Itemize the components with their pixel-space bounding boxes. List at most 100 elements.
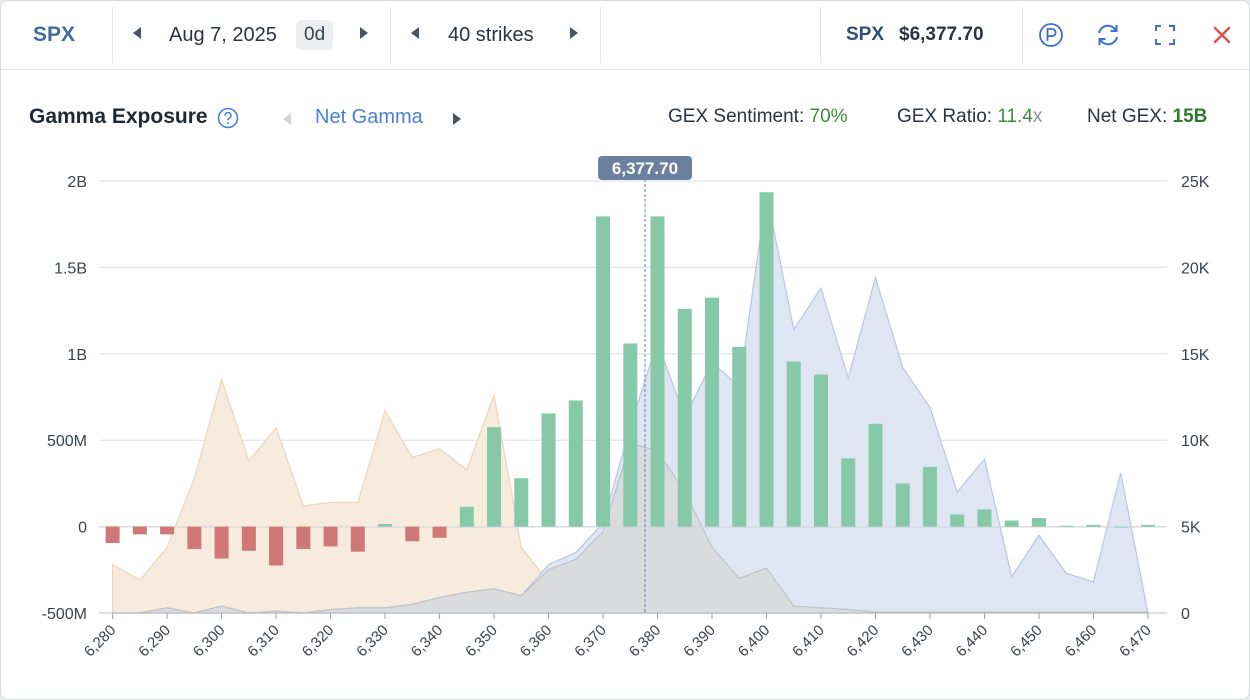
net-gamma-bar [950, 514, 965, 527]
net-gamma-bar [868, 423, 883, 527]
net-gamma-bar [786, 361, 801, 527]
gex-sentiment-value: 70% [809, 106, 848, 127]
prev-strikes-chevron-left-icon[interactable] [411, 27, 419, 39]
net-gamma-bar [568, 400, 583, 527]
net-gamma-bar [105, 526, 120, 544]
left-axis-tick-label: 0 [78, 520, 87, 537]
net-gamma-bar [705, 297, 720, 527]
net-gamma-bar [1004, 520, 1019, 527]
net-gamma-bar [378, 524, 393, 527]
net-gamma-bar [269, 526, 284, 566]
gex-sentiment-label: GEX Sentiment: [668, 106, 805, 127]
right-axis-tick-label: 20K [1181, 260, 1210, 277]
gamma-mode-selector[interactable]: Net Gamma [315, 106, 423, 128]
spot-price: $6,377.70 [899, 24, 984, 45]
net-gamma-bar [214, 526, 229, 559]
x-axis-tick-label: 6,300 [190, 622, 229, 661]
gex-ratio-unit: x [1032, 106, 1043, 127]
gex-ratio-value: 11.4 [997, 106, 1033, 127]
net-gamma-bar [1031, 517, 1046, 527]
net-gamma-bar [732, 346, 747, 527]
p-circle-icon[interactable] [1035, 19, 1067, 51]
close-icon[interactable] [1206, 19, 1238, 51]
x-axis-tick-label: 6,350 [462, 622, 501, 661]
strike-count[interactable]: 40 strikes [448, 24, 534, 46]
net-gamma-bar [650, 216, 665, 527]
gamma-exposure-chart: -500M 0 500M 1B 1.5B 2B 0 5K 10K 15K 20K 25K 6,280 6,… [42, 156, 1210, 661]
x-axis-tick-label: 6,340 [408, 622, 447, 661]
x-axis-tick-label: 6,450 [1007, 622, 1046, 661]
net-gamma-bar [1086, 524, 1101, 527]
next-mode-chevron-right-icon[interactable] [453, 113, 461, 125]
chart-header: Gamma Exposure Net Gamma GEX Sentiment: … [1, 97, 1249, 141]
left-axis-tick-label: 2B [67, 174, 87, 191]
x-axis-tick-label: 6,330 [353, 622, 392, 661]
net-gamma-bar [187, 526, 202, 550]
net-gamma-bar [323, 526, 338, 547]
net-gamma-bar [350, 526, 365, 552]
x-axis-tick-label: 6,380 [626, 622, 665, 661]
chart-title: Gamma Exposure [29, 105, 208, 128]
net-gamma-bar [677, 308, 692, 527]
refresh-icon[interactable] [1092, 19, 1124, 51]
right-axis-tick-label: 15K [1181, 347, 1210, 364]
toolbar-divider [820, 7, 821, 63]
spot-symbol: SPX [846, 24, 885, 45]
x-axis-tick-label: 6,360 [517, 622, 556, 661]
x-axis-tick-label: 6,410 [789, 622, 828, 661]
x-axis-tick-label: 6,440 [953, 622, 992, 661]
net-gamma-bar [596, 216, 611, 527]
toolbar: SPX Aug 7, 2025 0d 40 strikes SPX $6,377… [1, 1, 1249, 70]
net-gex-stat: Net GEX: 15B [1087, 106, 1207, 128]
net-gamma-bar [813, 374, 828, 527]
x-axis-tick-label: 6,280 [81, 622, 120, 661]
net-gamma-bar [977, 509, 992, 527]
net-gamma-bar [296, 526, 311, 550]
x-axis-tick-label: 6,430 [898, 622, 937, 661]
x-axis-tick-label: 6,370 [571, 622, 610, 661]
question-circle-icon[interactable] [217, 107, 239, 129]
gex-sentiment-stat: GEX Sentiment: 70% [668, 106, 848, 128]
spot-price-label: 6,377.70 [612, 159, 678, 178]
net-gamma-bar [160, 526, 175, 535]
prev-date-chevron-left-icon[interactable] [133, 27, 141, 39]
x-axis-tick-label: 6,420 [844, 622, 883, 661]
left-axis-tick-label: -500M [42, 606, 87, 623]
toolbar-divider [1022, 7, 1023, 63]
x-axis-tick-label: 6,310 [244, 622, 283, 661]
spot-price-label-bg [597, 156, 692, 180]
net-gamma-bar [1140, 524, 1155, 527]
ticker-selector[interactable]: SPX [33, 23, 76, 46]
gex-ratio-label: GEX Ratio: [897, 106, 993, 127]
expiry-date[interactable]: Aug 7, 2025 [169, 24, 277, 46]
net-gamma-bar [1113, 526, 1128, 528]
net-gamma-bar [1059, 525, 1074, 527]
net-gamma-bar [405, 526, 420, 542]
expand-icon[interactable] [1149, 19, 1181, 51]
net-gamma-bar [623, 343, 638, 527]
net-gamma-bar [922, 466, 937, 527]
left-axis-tick-label: 1B [67, 347, 87, 364]
toolbar-divider [600, 7, 601, 63]
left-axis-tick-label: 500M [47, 433, 87, 450]
prev-mode-chevron-left-icon[interactable] [283, 113, 291, 125]
net-gamma-bar [759, 192, 774, 527]
net-gamma-bar [895, 483, 910, 527]
next-strikes-chevron-right-icon[interactable] [570, 27, 578, 39]
x-axis-tick-label: 6,470 [1116, 622, 1155, 661]
net-gamma-bar [459, 506, 474, 527]
toolbar-divider [112, 7, 113, 63]
net-gamma-bar [841, 458, 856, 527]
net-gamma-bar [487, 427, 502, 527]
net-gamma-bar [241, 526, 256, 551]
net-gamma-bar [432, 526, 447, 538]
net-gex-label: Net GEX: [1087, 106, 1168, 127]
dte-badge: 0d [296, 20, 334, 50]
gex-ratio-stat: GEX Ratio: 11.4x [897, 106, 1042, 128]
right-axis-tick-label: 0 [1181, 606, 1190, 623]
x-axis-tick-label: 6,390 [680, 622, 719, 661]
right-axis-tick-label: 5K [1181, 520, 1201, 537]
net-gamma-bar [132, 526, 147, 535]
next-date-chevron-right-icon[interactable] [360, 27, 368, 39]
